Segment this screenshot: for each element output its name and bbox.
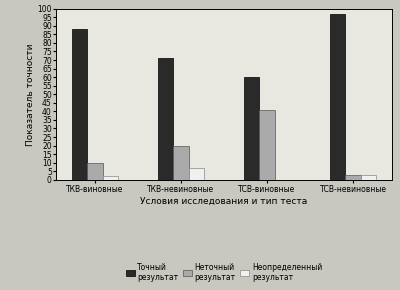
Bar (189, 168, 204, 180)
Bar (259, 110, 275, 180)
Bar (158, 58, 173, 180)
X-axis label: Условия исследования и тип теста: Условия исследования и тип теста (140, 197, 308, 206)
Bar (361, 175, 376, 180)
Bar (244, 77, 259, 180)
Bar (330, 14, 346, 180)
Bar (102, 176, 118, 180)
Y-axis label: Показатель точности: Показатель точности (26, 43, 34, 146)
Bar (173, 146, 189, 180)
Bar (72, 29, 87, 180)
Bar (346, 175, 361, 180)
Legend: Точный
результат, Неточный
результат, Неопределенный
результат: Точный результат, Неточный результат, Не… (126, 263, 322, 282)
Bar (87, 163, 102, 180)
